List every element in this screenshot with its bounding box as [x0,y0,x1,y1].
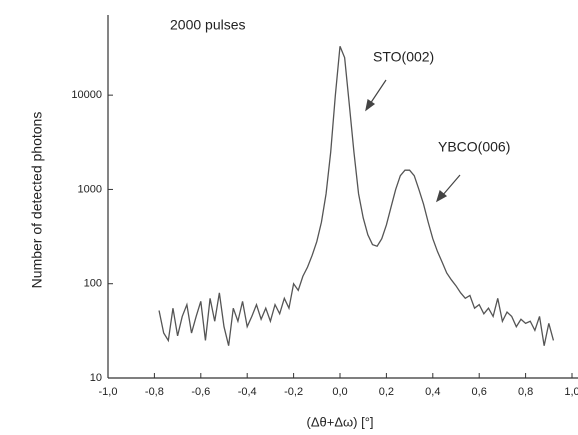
x-tick-label: -0,2 [284,386,303,398]
x-tick-label: 0,0 [332,386,347,398]
x-tick-label: 0,6 [472,386,487,398]
y-tick-label: 10000 [71,89,102,101]
x-tick-label: -0,8 [145,386,164,398]
y-tick-label: 100 [84,278,102,290]
annotation: 2000 pulses [170,17,246,33]
x-tick-label: 1,0 [564,386,578,398]
x-tick-label: -1,0 [99,386,118,398]
annotation: YBCO(006) [438,139,510,155]
annotation: STO(002) [373,49,434,65]
x-axis-label: (Δθ+Δω) [°] [306,414,373,429]
x-tick-label: -0,4 [238,386,257,398]
y-axis-label: Number of detected photons [29,112,45,289]
x-tick-label: 0,8 [518,386,533,398]
x-tick-label: -0,6 [191,386,210,398]
arrows [365,79,461,203]
x-tick-label: 0,4 [425,386,440,398]
y-tick-label: 1000 [78,183,102,195]
data-line [158,46,555,346]
x-tick-label: 0,2 [379,386,394,398]
y-tick-label: 10 [90,372,102,384]
